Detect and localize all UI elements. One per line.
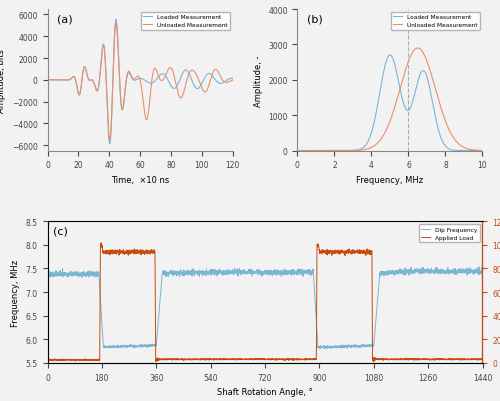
Unloaded Measurement (294, 149, 300, 154)
Loaded Measurement (44, 78, 51, 83)
Loaded Measurement (480, 149, 486, 154)
Line: Loaded Measurement: Loaded Measurement (48, 20, 232, 144)
Dip Frequency (94, 271, 100, 276)
Dip Frequency (230, 270, 236, 275)
Line: Dip Frequency: Dip Frequency (48, 267, 482, 349)
Loaded Measurement (370, 128, 376, 133)
Loaded Measurement (125, 71, 131, 76)
Loaded Measurement (422, 70, 428, 75)
Unloaded Measurement (44, 78, 51, 83)
Text: (a): (a) (57, 14, 72, 24)
Dip Frequency (44, 272, 51, 277)
Line: Unloaded Measurement: Unloaded Measurement (298, 49, 482, 151)
Legend: Loaded Measurement, Unloaded Measurement: Loaded Measurement, Unloaded Measurement (391, 13, 480, 30)
X-axis label: Shaft Rotation Angle, °: Shaft Rotation Angle, ° (217, 387, 313, 396)
Loaded Measurement (113, 18, 119, 23)
Loaded Measurement (142, 79, 148, 83)
Unloaded Measurement (442, 119, 448, 124)
Unloaded Measurement (125, 70, 131, 75)
Loaded Measurement (442, 144, 448, 149)
X-axis label: Time,  ×10 ns: Time, ×10 ns (111, 175, 169, 184)
Text: (b): (b) (306, 14, 322, 24)
Loaded Measurement (439, 138, 445, 143)
Dip Frequency (471, 270, 477, 275)
Loaded Measurement (106, 142, 112, 147)
Unloaded Measurement (422, 54, 428, 59)
Text: (c): (c) (52, 226, 68, 236)
Legend: Dip Frequency, Applied Load: Dip Frequency, Applied Load (419, 225, 480, 242)
Applied Load (98, 241, 104, 246)
Loaded Measurement (69, 76, 75, 81)
Unloaded Measurement (480, 149, 486, 154)
Y-axis label: Amplitude, -: Amplitude, - (254, 55, 262, 106)
Applied Load (94, 357, 100, 362)
Loaded Measurement (76, 93, 82, 97)
Unloaded Measurement (146, 107, 152, 111)
Dip Frequency (120, 343, 126, 348)
Loaded Measurement (314, 149, 320, 154)
Dip Frequency (476, 265, 482, 269)
Applied Load (370, 360, 376, 365)
Unloaded Measurement (230, 79, 235, 83)
Unloaded Measurement (414, 47, 420, 51)
Loaded Measurement (107, 141, 113, 146)
Line: Applied Load: Applied Load (48, 243, 482, 362)
Dip Frequency (317, 346, 323, 351)
Unloaded Measurement (76, 93, 82, 97)
Applied Load (424, 357, 430, 362)
Line: Unloaded Measurement: Unloaded Measurement (48, 24, 232, 140)
Line: Loaded Measurement: Loaded Measurement (298, 56, 482, 151)
Unloaded Measurement (376, 140, 382, 145)
Dip Frequency (424, 270, 430, 275)
Dip Frequency (212, 273, 218, 277)
Applied Load (471, 357, 477, 362)
Applied Load (120, 249, 126, 254)
Dip Frequency (480, 271, 486, 276)
Loaded Measurement (230, 77, 235, 81)
Loaded Measurement (387, 53, 393, 58)
Unloaded Measurement (314, 149, 320, 154)
Unloaded Measurement (106, 138, 112, 143)
Loaded Measurement (376, 96, 382, 101)
Applied Load (480, 356, 486, 361)
Unloaded Measurement (439, 109, 445, 114)
Unloaded Measurement (69, 76, 75, 81)
Loaded Measurement (294, 149, 300, 154)
Y-axis label: Amplitude, bits: Amplitude, bits (0, 49, 6, 112)
Unloaded Measurement (113, 21, 119, 26)
Applied Load (230, 357, 236, 362)
Unloaded Measurement (107, 138, 113, 142)
X-axis label: Frequency, MHz: Frequency, MHz (356, 175, 424, 184)
Legend: Loaded Measurement, Unloaded Measurement: Loaded Measurement, Unloaded Measurement (141, 13, 230, 30)
Applied Load (44, 358, 51, 363)
Y-axis label: Frequency, MHz: Frequency, MHz (11, 259, 20, 326)
Unloaded Measurement (142, 113, 148, 118)
Loaded Measurement (146, 81, 152, 86)
Unloaded Measurement (370, 145, 376, 150)
Applied Load (212, 356, 218, 361)
